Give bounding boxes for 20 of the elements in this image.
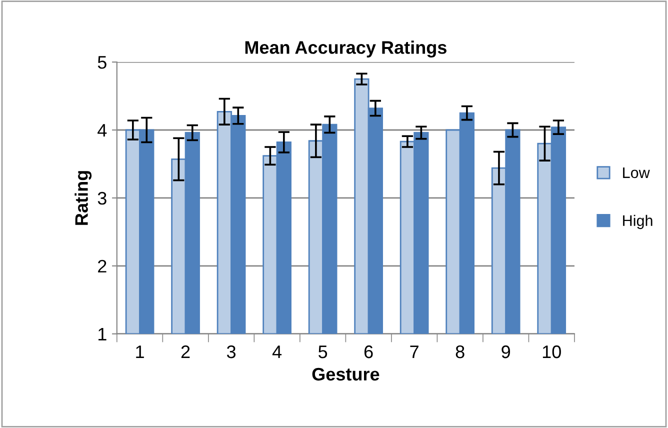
y-tick-label: 3 — [98, 192, 106, 205]
legend-label: High — [623, 214, 652, 230]
y-tick-label: 1 — [98, 328, 106, 340]
x-axis-title: Gesture — [312, 368, 380, 381]
x-tick-label: 7 — [410, 346, 418, 358]
x-tick-label: 4 — [272, 346, 282, 358]
y-tick-label: 2 — [98, 260, 106, 272]
chart-title: Mean Accuracy Ratings — [245, 40, 446, 58]
x-tick-label: 3 — [226, 345, 236, 358]
x-tick-label: 8 — [456, 345, 464, 358]
x-tick-label: 9 — [502, 345, 510, 358]
x-tick-label: 6 — [364, 345, 373, 358]
x-tick-label: 2 — [181, 345, 190, 358]
x-tick-label: 5 — [318, 346, 328, 358]
x-tick-label: 10 — [542, 345, 561, 358]
x-tick-label: 1 — [136, 346, 144, 358]
y-axis-title: Rating — [74, 171, 92, 225]
y-tick-label: 4 — [98, 124, 107, 137]
legend-label: Low — [623, 167, 650, 178]
y-tick-label: 5 — [98, 56, 106, 69]
